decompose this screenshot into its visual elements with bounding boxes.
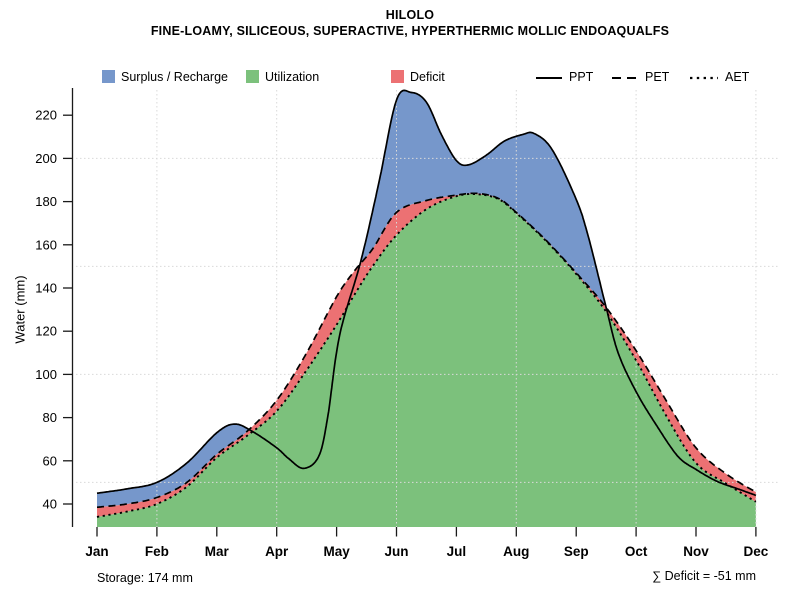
legend-item-deficit: Deficit — [391, 69, 445, 84]
legend-label-pet: PET — [645, 69, 670, 84]
svg-text:140: 140 — [35, 281, 57, 296]
utilization-swatch-icon — [246, 70, 259, 83]
chart-subtitle: FINE-LOAMY, SILICEOUS, SUPERACTIVE, HYPE… — [150, 24, 670, 38]
svg-text:Mar: Mar — [205, 544, 230, 559]
svg-text:May: May — [323, 544, 350, 559]
legend-item-surplus: Surplus / Recharge — [102, 69, 228, 84]
legend-label-aet: AET — [725, 69, 750, 84]
svg-text:Apr: Apr — [265, 544, 289, 559]
svg-text:180: 180 — [35, 194, 57, 209]
legend-item-aet: AET — [690, 69, 749, 84]
svg-text:100: 100 — [35, 367, 57, 382]
svg-text:Nov: Nov — [683, 544, 709, 559]
storage-caption: Storage: 174 mm — [97, 571, 193, 585]
svg-text:160: 160 — [35, 237, 57, 252]
svg-text:200: 200 — [35, 151, 57, 166]
legend-item-ppt: PPT — [536, 69, 593, 84]
surplus-swatch-icon — [102, 70, 115, 83]
svg-text:Jul: Jul — [447, 544, 467, 559]
svg-text:60: 60 — [43, 453, 57, 468]
svg-text:80: 80 — [43, 410, 57, 425]
solid-line-icon — [536, 68, 562, 86]
legend-label-deficit: Deficit — [410, 69, 445, 84]
dotted-line-icon — [690, 68, 718, 86]
legend-label-utilization: Utilization — [265, 69, 320, 84]
legend-label-ppt: PPT — [569, 69, 594, 84]
legend-label-surplus: Surplus / Recharge — [121, 69, 229, 84]
dashed-line-icon — [612, 68, 638, 86]
chart-title: HILOLO — [385, 8, 435, 22]
legend-item-utilization: Utilization — [246, 69, 319, 84]
svg-text:Jun: Jun — [384, 544, 408, 559]
svg-text:Sep: Sep — [564, 544, 589, 559]
svg-text:40: 40 — [43, 497, 57, 512]
svg-text:Feb: Feb — [145, 544, 169, 559]
svg-text:Dec: Dec — [744, 544, 769, 559]
svg-text:Jan: Jan — [85, 544, 108, 559]
svg-text:Aug: Aug — [503, 544, 529, 559]
total-deficit-caption: ∑ Deficit = -51 mm — [652, 569, 756, 583]
deficit-swatch-icon — [391, 70, 404, 83]
legend-item-pet: PET — [612, 69, 669, 84]
svg-text:Oct: Oct — [625, 544, 648, 559]
svg-text:220: 220 — [35, 108, 57, 123]
svg-text:120: 120 — [35, 324, 57, 339]
